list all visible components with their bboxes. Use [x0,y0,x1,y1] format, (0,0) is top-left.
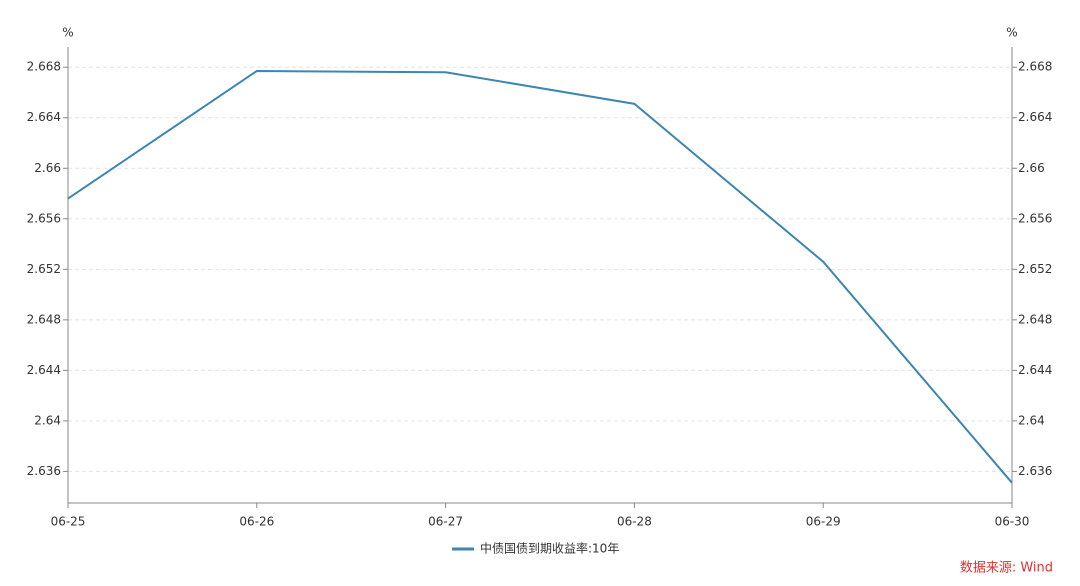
y2-tick-label: 2.636 [1018,464,1052,478]
y-tick-label: 2.648 [27,312,61,326]
x-tick-label: 06-28 [617,515,652,529]
y-unit: % [62,26,73,40]
y-tick-label: 2.656 [27,211,61,225]
series-line [67,69,1013,484]
y-tick-label: 2.64 [34,413,61,427]
y-tick-label: 2.664 [27,110,61,124]
y2-unit: % [1006,26,1017,40]
y-tick-label: 2.644 [27,363,61,377]
x-tick-label: 06-26 [239,515,274,529]
y2-tick-label: 2.644 [1018,363,1052,377]
y-tick-label: 2.652 [27,262,61,276]
source: 数据来源: Wind [960,561,1053,576]
x-tick-label: 06-30 [995,515,1030,529]
y-tick-label: 2.66 [34,161,61,175]
y2-tick-label: 2.66 [1018,161,1045,175]
x-tick-label: 06-29 [806,515,841,529]
legend-label: 中债国债到期收益率:10年 [480,541,619,556]
y2-tick-label: 2.652 [1018,262,1052,276]
y2-tick-label: 2.664 [1018,110,1052,124]
y-tick-label: 2.636 [27,464,61,478]
y2-tick-label: 2.648 [1018,312,1052,326]
y2-tick-label: 2.656 [1018,211,1052,225]
y-tick-label: 2.668 [27,60,61,74]
x-tick-label: 06-25 [51,515,86,529]
y2-tick-label: 2.64 [1018,413,1045,427]
y2-tick-label: 2.668 [1018,60,1052,74]
x-tick-label: 06-27 [428,515,463,529]
